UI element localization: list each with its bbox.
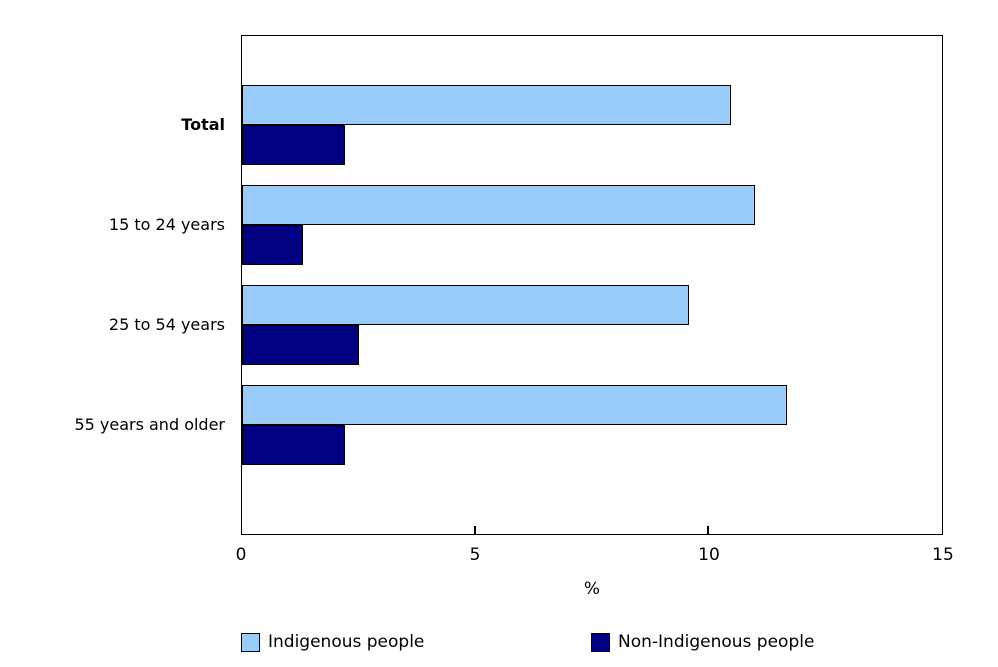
- bar-indigenous-people-25-to-54-years: [242, 284, 690, 325]
- bar-indigenous-people-15-to-24-years: [242, 184, 755, 225]
- bar-non-indigenous-people-55-years-and-older: [242, 424, 345, 465]
- category-label-55-years-and-older: 55 years and older: [74, 415, 225, 434]
- plot-area: [241, 35, 943, 535]
- bar-indigenous-people-55-years-and-older: [242, 384, 788, 425]
- legend-swatch-non-indigenous: [591, 632, 610, 652]
- x-tick-label-5: 5: [469, 545, 481, 565]
- legend-label-non-indigenous: Non-Indigenous people: [618, 632, 815, 652]
- x-tick-label-10: 10: [698, 545, 720, 565]
- category-label-25-to-54-years: 25 to 54 years: [108, 315, 225, 334]
- bar-non-indigenous-people-total: [242, 124, 345, 165]
- legend-swatch-indigenous: [241, 632, 260, 652]
- x-tick-label-0: 0: [235, 545, 247, 565]
- bar-indigenous-people-total: [242, 84, 732, 125]
- x-axis-title: %: [583, 579, 601, 599]
- x-tick-mark-5: [474, 526, 476, 534]
- category-label-15-to-24-years: 15 to 24 years: [108, 215, 225, 234]
- legend-item-indigenous: Indigenous people: [241, 631, 424, 653]
- legend-label-indigenous: Indigenous people: [268, 632, 425, 652]
- bar-non-indigenous-people-15-to-24-years: [242, 224, 303, 265]
- bar-non-indigenous-people-25-to-54-years: [242, 324, 359, 365]
- x-tick-mark-10: [707, 526, 709, 534]
- legend-item-non-indigenous: Non-Indigenous people: [591, 631, 814, 653]
- x-tick-label-15: 15: [932, 545, 954, 565]
- legend: Indigenous people Non-Indigenous people: [0, 631, 998, 655]
- category-label-total: Total: [181, 115, 225, 134]
